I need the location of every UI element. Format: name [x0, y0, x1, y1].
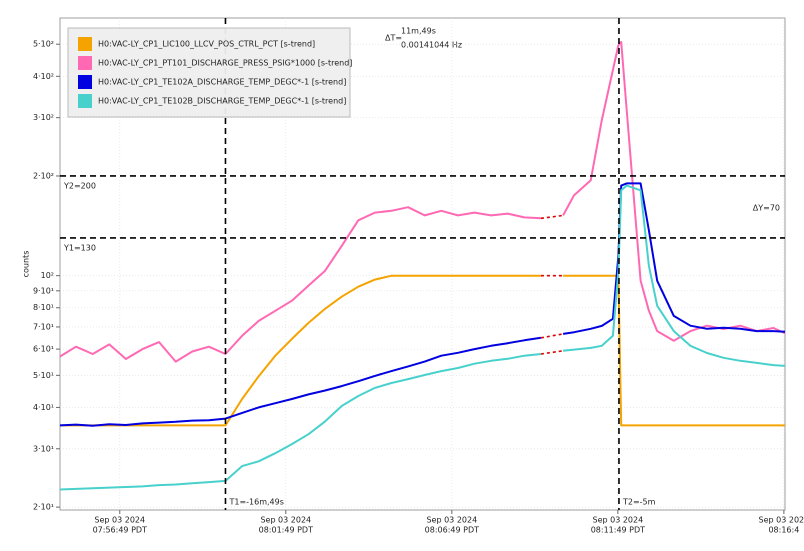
y-tick-label: 5·10¹ [33, 371, 54, 380]
legend-swatch [78, 94, 92, 108]
cursor-y-label: Y1=130 [63, 243, 96, 252]
series-line [59, 182, 786, 427]
gap-bridge [540, 333, 564, 339]
x-tick-label: 08:01:49 PDT [259, 526, 313, 535]
legend-box [67, 27, 351, 118]
cursor-x-label: T2=-5m [622, 498, 656, 507]
legend-swatch [78, 37, 92, 51]
y-tick-label: 6·10¹ [33, 345, 54, 354]
y-tick-label: 5·10² [33, 40, 54, 49]
x-tick-label: 08:16:4 [768, 526, 799, 535]
y-tick-label: 3·10² [33, 113, 54, 122]
cursor-x-label: T1=-16m,49s [228, 498, 283, 507]
delta-t-label: ΔT= [385, 34, 402, 43]
y-tick-label: 2·10¹ [33, 503, 54, 512]
x-tick-date: Sep 03 2024 [426, 516, 477, 525]
y-axis-label: counts [22, 251, 31, 278]
cursor-y-label: Y2=200 [63, 181, 96, 190]
x-tick-label: 08:06:49 PDT [425, 526, 479, 535]
x-tick-date: Sep 03 2024 [759, 516, 804, 525]
y-tick-label: 10² [41, 271, 54, 280]
legend-swatch [78, 56, 92, 70]
x-tick-label: 08:11:49 PDT [591, 526, 645, 535]
delta-t: 11m,49s [401, 27, 436, 36]
legend-label: H0:VAC-LY_CP1_LIC100_LLCV_POS_CTRL_PCT [… [98, 40, 315, 49]
x-tick-date: Sep 03 2024 [593, 516, 644, 525]
y-tick-label: 4·10² [33, 72, 54, 81]
series-line [59, 40, 786, 363]
series-line [59, 184, 786, 491]
series-line [60, 274, 785, 427]
frequency: 0.00141044 Hz [401, 41, 462, 50]
legend-label: H0:VAC-LY_CP1_TE102B_DISCHARGE_TEMP_DEGC… [98, 97, 346, 106]
gap-bridge [540, 214, 564, 220]
legend-label: H0:VAC-LY_CP1_TE102A_DISCHARGE_TEMP_DEGC… [98, 78, 346, 87]
x-tick-date: Sep 03 2024 [94, 516, 145, 525]
y-tick-label: 7·10¹ [33, 322, 54, 331]
legend-label: H0:VAC-LY_CP1_PT101_DISCHARGE_PRESS_PSIG… [98, 59, 352, 68]
y-tick-label: 8·10¹ [33, 303, 54, 312]
gap-bridge [540, 350, 564, 355]
y-tick-label: 4·10¹ [33, 403, 54, 412]
y-tick-label: 3·10¹ [33, 444, 54, 453]
legend-swatch [78, 75, 92, 89]
x-tick-label: 07:56:49 PDT [93, 526, 147, 535]
delta-y: ΔY=70 [753, 204, 780, 213]
legend: H0:VAC-LY_CP1_LIC100_LLCV_POS_CTRL_PCT [… [67, 27, 352, 118]
y-tick-label: 2·10² [33, 171, 54, 180]
y-tick-label: 9·10¹ [33, 286, 54, 295]
x-tick-date: Sep 03 2024 [260, 516, 311, 525]
